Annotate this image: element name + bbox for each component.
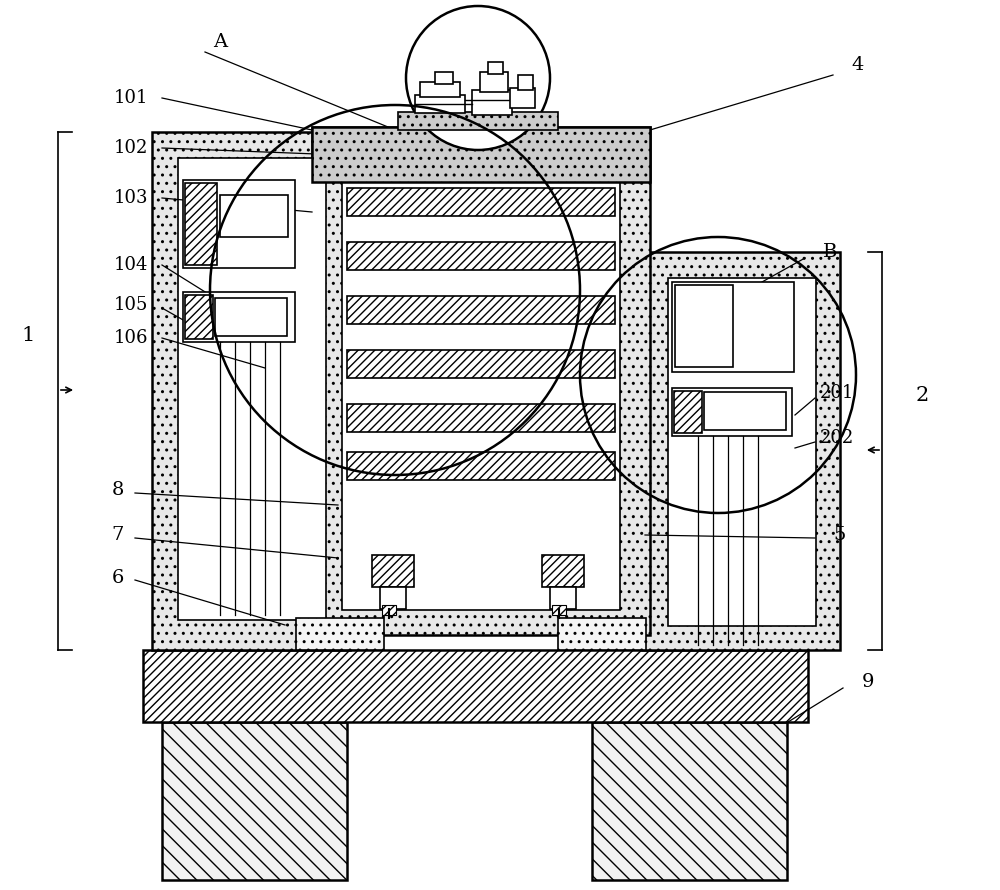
- Bar: [152, 132, 350, 650]
- Bar: [143, 650, 808, 722]
- Bar: [472, 90, 512, 115]
- Text: 2: 2: [915, 385, 929, 404]
- Bar: [178, 158, 326, 620]
- Text: 5: 5: [834, 526, 846, 544]
- Text: 105: 105: [114, 296, 148, 314]
- Bar: [420, 82, 460, 97]
- Text: 101: 101: [114, 89, 148, 107]
- Bar: [380, 587, 406, 609]
- Bar: [398, 112, 558, 130]
- Bar: [542, 555, 584, 587]
- Text: 201: 201: [820, 384, 854, 402]
- Bar: [347, 404, 615, 432]
- Bar: [183, 180, 295, 268]
- Bar: [342, 152, 620, 610]
- Text: A: A: [213, 33, 227, 51]
- Text: 106: 106: [114, 329, 148, 347]
- Bar: [347, 452, 615, 480]
- Bar: [675, 285, 733, 367]
- Bar: [185, 183, 217, 265]
- Bar: [347, 350, 615, 378]
- Bar: [215, 298, 287, 336]
- Bar: [312, 127, 650, 635]
- Text: 103: 103: [114, 189, 148, 207]
- Bar: [672, 388, 792, 436]
- Bar: [668, 278, 816, 626]
- Text: 1: 1: [21, 326, 35, 344]
- Bar: [672, 282, 794, 372]
- Text: 4: 4: [852, 56, 864, 74]
- Bar: [674, 391, 702, 433]
- Bar: [435, 72, 453, 84]
- Bar: [220, 195, 288, 237]
- Bar: [642, 252, 840, 650]
- Text: B: B: [823, 243, 837, 261]
- Bar: [552, 605, 566, 615]
- Bar: [510, 88, 535, 108]
- Text: 102: 102: [114, 139, 148, 157]
- Bar: [704, 392, 786, 430]
- Bar: [372, 555, 414, 587]
- Bar: [415, 95, 465, 113]
- Bar: [488, 62, 503, 74]
- Circle shape: [406, 6, 550, 150]
- Bar: [382, 605, 396, 615]
- Text: 6: 6: [112, 569, 124, 587]
- Text: 8: 8: [112, 481, 124, 499]
- Bar: [162, 722, 347, 880]
- Bar: [347, 242, 615, 270]
- Bar: [296, 618, 384, 650]
- Bar: [518, 75, 533, 90]
- Bar: [183, 292, 295, 342]
- Text: 104: 104: [114, 256, 148, 274]
- Bar: [185, 295, 213, 339]
- Bar: [550, 587, 576, 609]
- Bar: [592, 722, 787, 880]
- Text: 202: 202: [820, 429, 854, 447]
- Bar: [312, 127, 650, 182]
- Text: 9: 9: [862, 673, 874, 691]
- Text: 7: 7: [112, 526, 124, 544]
- Bar: [347, 296, 615, 324]
- Bar: [347, 188, 615, 216]
- Bar: [480, 72, 508, 92]
- Bar: [558, 618, 646, 650]
